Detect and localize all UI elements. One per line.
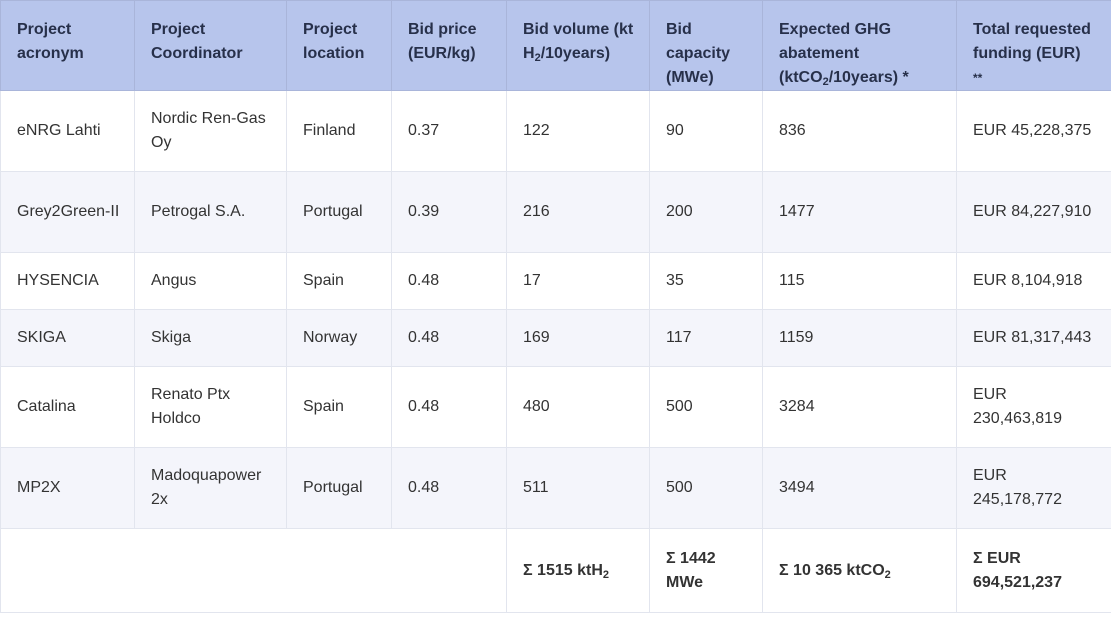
cell-coordinator: Skiga xyxy=(134,309,287,367)
header-ghg-unit: /10years) * xyxy=(828,69,909,86)
cell-acronym: eNRG Lahti xyxy=(0,90,135,172)
cell-acronym: SKIGA xyxy=(0,309,135,367)
cell-coordinator: Renato Ptx Holdco xyxy=(134,366,287,448)
total-funding: Σ EUR 694,521,237 xyxy=(956,528,1111,613)
header-acronym: Project acronym xyxy=(0,0,135,91)
cell-bid-capacity: 500 xyxy=(649,447,763,529)
header-bid-volume-text: Bid volume (kt H xyxy=(523,21,634,62)
cell-bid-capacity: 500 xyxy=(649,366,763,448)
cell-bid-volume: 169 xyxy=(506,309,650,367)
header-bid-volume-unit: /10years) xyxy=(540,45,611,62)
cell-ghg: 3494 xyxy=(762,447,957,529)
table-row: eNRG Lahti Nordic Ren-Gas Oy Finland 0.3… xyxy=(0,90,1111,172)
header-funding-text: Total requested funding (EUR) xyxy=(973,21,1091,62)
subscript-2: 2 xyxy=(822,76,829,88)
header-bid-price: Bid price (EUR/kg) xyxy=(391,0,507,91)
cell-location: Finland xyxy=(286,90,392,172)
cell-funding: EUR 45,228,375 xyxy=(956,90,1111,172)
table-row: Grey2Green-II Petrogal S.A. Portugal 0.3… xyxy=(0,171,1111,253)
header-row: Project acronym Project Coordinator Proj… xyxy=(0,0,1111,91)
cell-bid-volume: 511 xyxy=(506,447,650,529)
cell-bid-capacity: 117 xyxy=(649,309,763,367)
cell-funding: EUR 84,227,910 xyxy=(956,171,1111,253)
subscript-2: 2 xyxy=(884,568,891,581)
header-bid-volume: Bid volume (kt H2/10years) xyxy=(506,0,650,91)
header-funding-note: ** xyxy=(973,71,983,85)
cell-bid-volume: 17 xyxy=(506,252,650,310)
cell-bid-volume: 480 xyxy=(506,366,650,448)
cell-bid-price: 0.48 xyxy=(391,252,507,310)
cell-bid-price: 0.48 xyxy=(391,447,507,529)
cell-location: Portugal xyxy=(286,171,392,253)
cell-bid-price: 0.39 xyxy=(391,171,507,253)
totals-row: Σ 1515 ktH2 Σ 1442 MWe Σ 10 365 ktCO2 Σ … xyxy=(0,528,1111,613)
cell-funding: EUR 230,463,819 xyxy=(956,366,1111,448)
total-bid-volume-text: Σ 1515 ktH xyxy=(523,561,603,579)
total-bid-capacity: Σ 1442 MWe xyxy=(649,528,763,613)
cell-acronym: Grey2Green-II xyxy=(0,171,135,253)
header-ghg-text: Expected GHG abatement (ktCO xyxy=(779,21,892,86)
total-ghg-text: Σ 10 365 ktCO xyxy=(779,561,885,579)
cell-bid-capacity: 200 xyxy=(649,171,763,253)
header-funding: Total requested funding (EUR) ** xyxy=(956,0,1111,91)
cell-location: Portugal xyxy=(286,447,392,529)
cell-bid-price: 0.48 xyxy=(391,366,507,448)
header-ghg: Expected GHG abatement (ktCO2/10years) * xyxy=(762,0,957,91)
total-ghg: Σ 10 365 ktCO2 xyxy=(762,528,957,613)
cell-funding: EUR 245,178,772 xyxy=(956,447,1111,529)
table-row: SKIGA Skiga Norway 0.48 169 117 1159 EUR… xyxy=(0,309,1111,367)
cell-bid-capacity: 90 xyxy=(649,90,763,172)
cell-ghg: 3284 xyxy=(762,366,957,448)
table-row: MP2X Madoquapower 2x Portugal 0.48 511 5… xyxy=(0,447,1111,529)
cell-coordinator: Angus xyxy=(134,252,287,310)
subscript-2: 2 xyxy=(534,52,541,64)
table-row: HYSENCIA Angus Spain 0.48 17 35 115 EUR … xyxy=(0,252,1111,310)
header-location: Project location xyxy=(286,0,392,91)
cell-coordinator: Petrogal S.A. xyxy=(134,171,287,253)
cell-funding: EUR 8,104,918 xyxy=(956,252,1111,310)
cell-ghg: 1159 xyxy=(762,309,957,367)
cell-location: Norway xyxy=(286,309,392,367)
cell-funding: EUR 81,317,443 xyxy=(956,309,1111,367)
cell-bid-capacity: 35 xyxy=(649,252,763,310)
subscript-2: 2 xyxy=(602,568,609,581)
cell-location: Spain xyxy=(286,366,392,448)
cell-coordinator: Madoquapower 2x xyxy=(134,447,287,529)
total-bid-volume: Σ 1515 ktH2 xyxy=(506,528,650,613)
totals-blank-cell xyxy=(0,528,507,613)
cell-bid-volume: 216 xyxy=(506,171,650,253)
cell-coordinator: Nordic Ren-Gas Oy xyxy=(134,90,287,172)
cell-bid-price: 0.48 xyxy=(391,309,507,367)
cell-bid-price: 0.37 xyxy=(391,90,507,172)
cell-acronym: Catalina xyxy=(0,366,135,448)
cell-ghg: 836 xyxy=(762,90,957,172)
header-coordinator: Project Coordinator xyxy=(134,0,287,91)
header-bid-capacity: Bid capacity (MWe) xyxy=(649,0,763,91)
cell-location: Spain xyxy=(286,252,392,310)
cell-acronym: MP2X xyxy=(0,447,135,529)
cell-ghg: 1477 xyxy=(762,171,957,253)
cell-ghg: 115 xyxy=(762,252,957,310)
cell-bid-volume: 122 xyxy=(506,90,650,172)
table-row: Catalina Renato Ptx Holdco Spain 0.48 48… xyxy=(0,366,1111,448)
cell-acronym: HYSENCIA xyxy=(0,252,135,310)
results-table: Project acronym Project Coordinator Proj… xyxy=(0,0,1111,613)
